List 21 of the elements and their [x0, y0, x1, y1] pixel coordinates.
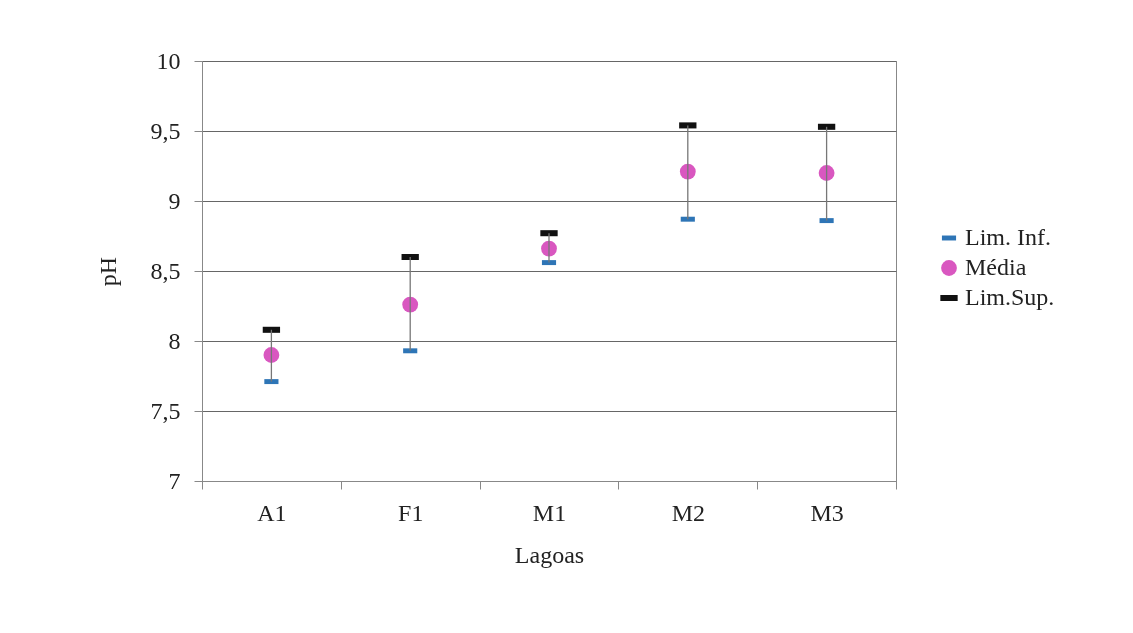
- y-axis-title: pH: [94, 256, 121, 287]
- x-tick-label: A1: [257, 499, 287, 526]
- y-tick-label: 8: [168, 327, 181, 354]
- y-tick-label: 9: [168, 187, 181, 214]
- y-tick-label: 8,5: [150, 257, 181, 284]
- point: [402, 296, 419, 313]
- x-tick-label: F1: [398, 499, 424, 526]
- y-tick-label: 7,5: [150, 397, 181, 424]
- y-tick-label: 7: [168, 467, 181, 494]
- point: [263, 347, 280, 363]
- x-tick-label: M3: [810, 499, 844, 526]
- x-tick-label: M1: [532, 499, 567, 526]
- y-tick-label: 10: [156, 47, 181, 74]
- point: [818, 165, 835, 181]
- point: [679, 163, 696, 180]
- legend-label: Média: [965, 254, 1027, 280]
- x-tick-label: M2: [671, 499, 705, 526]
- x-axis-title: Lagoas: [514, 541, 585, 568]
- y-tick-label: 9,5: [150, 117, 181, 144]
- legend-label: Lim.Sup.: [965, 284, 1055, 310]
- legend-label: Lim. Inf.: [965, 224, 1051, 250]
